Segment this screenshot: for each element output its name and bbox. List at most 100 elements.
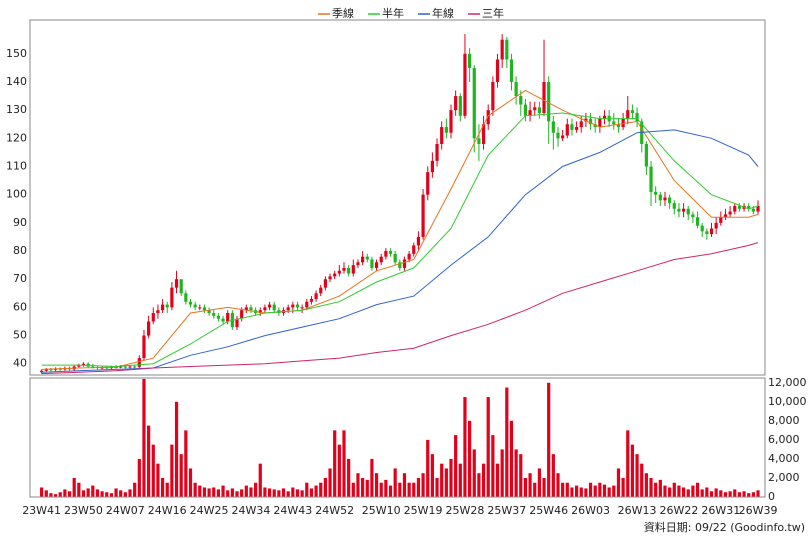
volume-bar <box>147 425 151 497</box>
volume-bar <box>337 444 341 497</box>
candle-body <box>570 124 574 130</box>
candle-body <box>565 124 569 136</box>
volume-bar <box>574 485 579 497</box>
candle-body <box>398 262 402 268</box>
volume-bar <box>240 489 244 497</box>
candle-body <box>514 81 518 97</box>
candle-body <box>170 287 174 308</box>
candle-body <box>691 214 695 218</box>
volume-bar <box>519 454 523 497</box>
candle-body <box>449 110 453 133</box>
volume-bar <box>663 485 667 497</box>
volume-bar <box>449 458 453 497</box>
x-tick-label: 26W31 <box>701 504 740 517</box>
candle-body <box>105 367 109 369</box>
volume-bar <box>649 477 653 497</box>
volume-bar <box>705 487 709 497</box>
candle-body <box>267 304 272 308</box>
volume-bar <box>230 488 234 497</box>
y-tick-label: 6,000 <box>768 433 800 446</box>
volume-bar <box>309 488 314 497</box>
volume-bar <box>398 482 402 497</box>
volume-bar <box>142 378 146 497</box>
candle-body <box>737 205 742 209</box>
y-tick-label: 4,000 <box>768 452 800 465</box>
volume-bar <box>184 430 188 497</box>
volume-bar <box>477 473 481 497</box>
candle-body <box>356 262 360 266</box>
volume-bar <box>486 397 490 497</box>
candle-body <box>468 53 472 68</box>
candle-body <box>198 307 202 309</box>
volume-bar <box>361 477 365 497</box>
volume-bar <box>561 482 565 497</box>
candle-body <box>291 304 295 308</box>
volume-bar <box>267 488 272 497</box>
volume-bar <box>491 435 495 497</box>
ma-line <box>41 89 759 370</box>
candle-body <box>174 279 179 288</box>
volume-bar <box>654 482 658 497</box>
volume-bar <box>695 482 700 497</box>
volume-bar <box>384 479 388 497</box>
volume-bar <box>174 401 179 497</box>
candle-body <box>598 118 602 128</box>
legend-label: 年線 <box>432 6 454 20</box>
candle-body <box>361 256 365 263</box>
volume-bar <box>226 490 230 497</box>
volume-bar <box>249 487 253 497</box>
candle-body <box>119 366 123 368</box>
candle-body <box>58 368 62 370</box>
candle-body <box>714 222 718 229</box>
candle-body <box>537 107 541 113</box>
volume-bar <box>495 463 500 497</box>
volume-bar <box>719 490 723 497</box>
candle-body <box>756 205 760 212</box>
volume-bar <box>95 489 100 497</box>
volume-bar <box>598 482 602 497</box>
volume-bar <box>114 488 118 497</box>
volume-bar <box>751 492 755 497</box>
candle-body <box>686 208 690 215</box>
volume-bar <box>388 485 393 497</box>
volume-bar <box>714 488 718 497</box>
volume-bar <box>63 489 67 497</box>
candle-body <box>556 132 560 139</box>
candle-body <box>240 310 244 319</box>
volume-bar <box>165 482 169 497</box>
candle-body <box>681 208 686 212</box>
legend: 季線 半年 年線 三年 <box>318 6 504 20</box>
candle-body <box>319 287 323 294</box>
volume-bar <box>351 482 355 497</box>
volume-bar <box>691 485 695 497</box>
volume-bar <box>584 488 588 497</box>
candle-body <box>388 251 393 254</box>
volume-bar <box>160 477 165 497</box>
candle-body <box>728 211 732 215</box>
volume-bar <box>672 482 676 497</box>
candle-body <box>630 110 635 113</box>
x-tick-label: 23W41 <box>22 504 61 517</box>
candle-body <box>747 205 751 209</box>
volume-bar <box>305 482 309 497</box>
volume-bar <box>393 468 397 497</box>
candle-body <box>226 313 230 322</box>
volume-bar <box>137 458 141 497</box>
candle-body <box>695 217 700 226</box>
candle-body <box>147 321 151 336</box>
candle-body <box>495 59 500 82</box>
candle-body <box>705 231 709 235</box>
volume-bar <box>644 473 648 497</box>
volume-bar <box>216 489 221 497</box>
volume-bar <box>370 458 374 497</box>
candle-body <box>463 53 467 116</box>
candle-body <box>421 194 425 237</box>
candle-body <box>133 366 137 368</box>
volume-frame <box>29 377 766 498</box>
candle-body <box>649 166 653 192</box>
candle-body <box>384 251 388 257</box>
candle-body <box>579 121 583 128</box>
volume-bar <box>421 473 425 497</box>
candle-body <box>333 273 337 277</box>
y-tick-label: 130 <box>6 103 27 116</box>
